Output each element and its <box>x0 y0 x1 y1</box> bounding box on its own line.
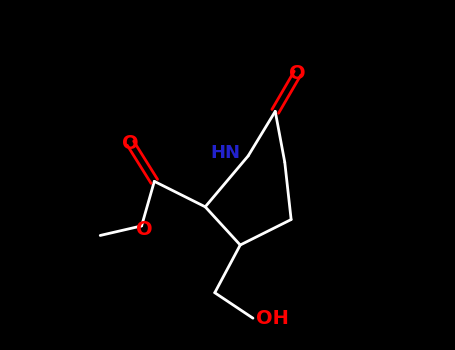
Text: O: O <box>289 64 306 83</box>
Text: OH: OH <box>256 309 288 328</box>
Text: O: O <box>136 219 153 239</box>
Text: HN: HN <box>210 144 240 162</box>
Text: O: O <box>122 134 139 153</box>
